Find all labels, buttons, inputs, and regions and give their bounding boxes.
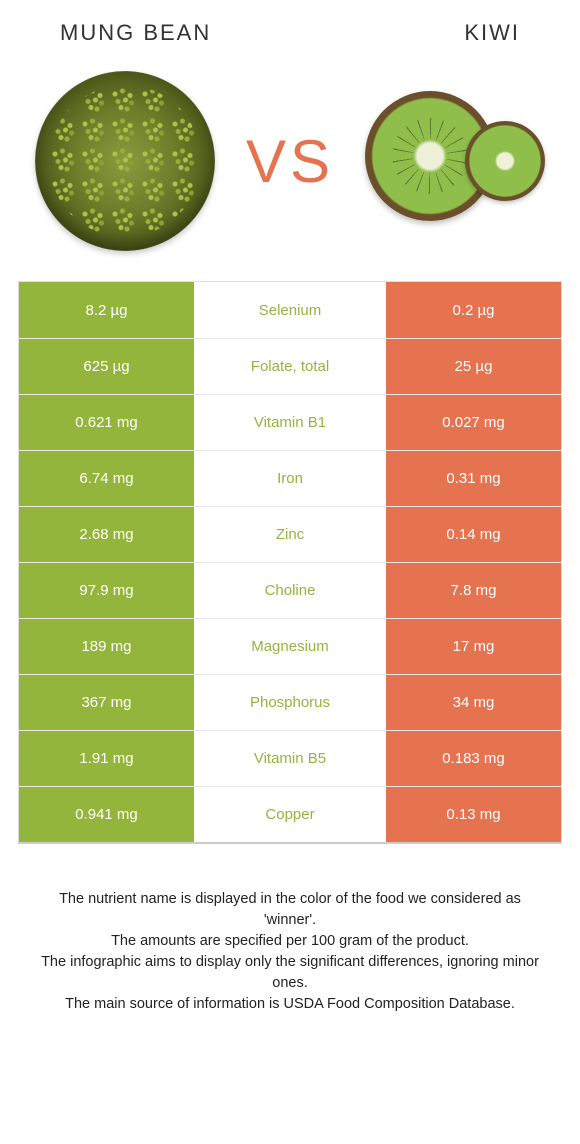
nutrient-label-cell: Vitamin B5 [194,731,386,786]
nutrient-label-cell: Choline [194,563,386,618]
right-value-cell: 0.31 mg [386,451,561,506]
left-value-cell: 6.74 mg [19,451,194,506]
right-food-title: KIWI [464,20,520,46]
nutrient-label-cell: Folate, total [194,339,386,394]
mung-bean-icon [35,71,215,251]
left-food-image [30,66,220,256]
header: MUNG BEAN KIWI [0,0,580,56]
footer-notes: The nutrient name is displayed in the co… [0,844,580,1015]
table-row: 1.91 mgVitamin B50.183 mg [19,730,561,786]
right-value-cell: 0.2 µg [386,282,561,338]
left-value-cell: 8.2 µg [19,282,194,338]
nutrient-label-cell: Copper [194,787,386,842]
table-row: 625 µgFolate, total25 µg [19,338,561,394]
left-value-cell: 0.621 mg [19,395,194,450]
nutrient-label-cell: Phosphorus [194,675,386,730]
hero-images: VS [0,56,580,281]
footer-line: The nutrient name is displayed in the co… [35,889,545,931]
table-row: 0.941 mgCopper0.13 mg [19,786,561,842]
kiwi-icon [365,81,545,241]
table-row: 6.74 mgIron0.31 mg [19,450,561,506]
left-value-cell: 2.68 mg [19,507,194,562]
nutrient-label-cell: Zinc [194,507,386,562]
nutrient-table: 8.2 µgSelenium0.2 µg625 µgFolate, total2… [18,281,562,844]
nutrient-label-cell: Magnesium [194,619,386,674]
right-value-cell: 0.027 mg [386,395,561,450]
vs-label: VS [246,127,334,196]
right-value-cell: 7.8 mg [386,563,561,618]
right-value-cell: 0.14 mg [386,507,561,562]
nutrient-label-cell: Iron [194,451,386,506]
table-row: 2.68 mgZinc0.14 mg [19,506,561,562]
right-value-cell: 25 µg [386,339,561,394]
right-value-cell: 34 mg [386,675,561,730]
table-row: 189 mgMagnesium17 mg [19,618,561,674]
footer-line: The infographic aims to display only the… [35,952,545,994]
left-value-cell: 625 µg [19,339,194,394]
left-value-cell: 1.91 mg [19,731,194,786]
nutrient-label-cell: Vitamin B1 [194,395,386,450]
left-value-cell: 0.941 mg [19,787,194,842]
table-row: 97.9 mgCholine7.8 mg [19,562,561,618]
table-row: 367 mgPhosphorus34 mg [19,674,561,730]
table-row: 0.621 mgVitamin B10.027 mg [19,394,561,450]
footer-line: The amounts are specified per 100 gram o… [35,931,545,952]
left-value-cell: 97.9 mg [19,563,194,618]
right-value-cell: 17 mg [386,619,561,674]
footer-line: The main source of information is USDA F… [35,994,545,1015]
left-food-title: MUNG BEAN [60,20,211,46]
left-value-cell: 367 mg [19,675,194,730]
right-value-cell: 0.13 mg [386,787,561,842]
right-food-image [360,66,550,256]
table-row: 8.2 µgSelenium0.2 µg [19,282,561,338]
nutrient-label-cell: Selenium [194,282,386,338]
left-value-cell: 189 mg [19,619,194,674]
right-value-cell: 0.183 mg [386,731,561,786]
